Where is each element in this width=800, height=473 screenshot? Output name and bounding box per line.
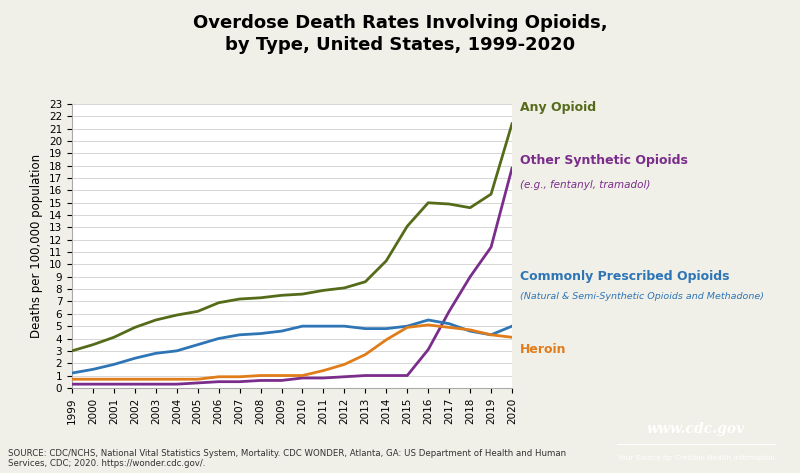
Text: Any Opioid: Any Opioid	[520, 101, 596, 114]
Y-axis label: Deaths per 100,000 population: Deaths per 100,000 population	[30, 154, 43, 338]
Text: www.cdc.gov: www.cdc.gov	[647, 421, 745, 436]
Text: SOURCE: CDC/NCHS, National Vital Statistics System, Mortality. CDC WONDER, Atlan: SOURCE: CDC/NCHS, National Vital Statist…	[8, 449, 566, 468]
Text: Other Synthetic Opioids: Other Synthetic Opioids	[520, 154, 688, 167]
Text: Commonly Prescribed Opioids: Commonly Prescribed Opioids	[520, 270, 730, 283]
Text: (Natural & Semi-Synthetic Opioids and Methadone): (Natural & Semi-Synthetic Opioids and Me…	[520, 292, 764, 301]
Text: (e.g., fentanyl, tramadol): (e.g., fentanyl, tramadol)	[520, 180, 650, 191]
Text: Your Source for Credible Health Information: Your Source for Credible Health Informat…	[618, 455, 774, 461]
Text: Overdose Death Rates Involving Opioids,
by Type, United States, 1999-2020: Overdose Death Rates Involving Opioids, …	[193, 14, 607, 54]
Text: Heroin: Heroin	[520, 343, 566, 356]
